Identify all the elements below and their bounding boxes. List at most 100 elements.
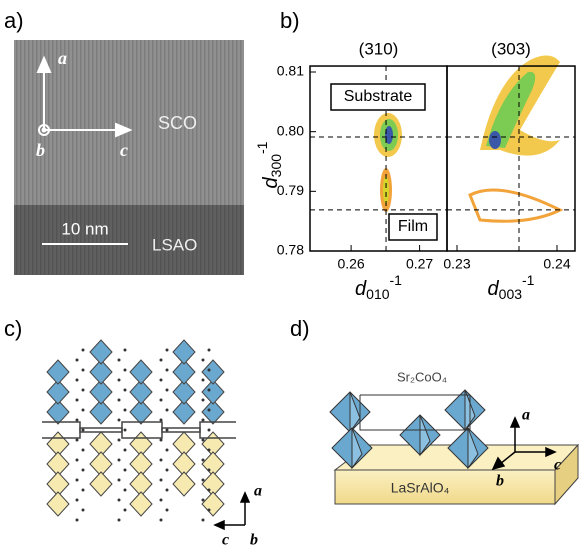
- atom: [160, 439, 163, 442]
- annotation: Film: [398, 218, 428, 235]
- axis-label: c: [222, 532, 229, 549]
- atom: [202, 439, 205, 442]
- atom: [166, 389, 169, 392]
- atom: [118, 379, 121, 382]
- atom: [76, 379, 79, 382]
- y-axis-label: d300-1: [254, 141, 284, 188]
- atom: [202, 479, 205, 482]
- axis-label: c: [120, 140, 128, 160]
- atom: [202, 399, 205, 402]
- atom: [160, 479, 163, 482]
- label-sub: 300: [268, 154, 284, 178]
- x-axis-label: d010-1: [355, 272, 402, 302]
- axis-label: a: [522, 407, 530, 424]
- plot-title: (303): [491, 39, 531, 58]
- x-tick-label: 0.24: [543, 256, 570, 272]
- octahedron: [90, 472, 112, 496]
- atom: [202, 419, 205, 422]
- atom: [76, 519, 79, 522]
- x-tick-label: 0.26: [337, 256, 364, 272]
- atom: [208, 389, 211, 392]
- octahedron: [130, 492, 152, 516]
- tem-substrate: [14, 205, 244, 275]
- atom: [166, 349, 169, 352]
- atom: [76, 459, 79, 462]
- atom: [118, 519, 121, 522]
- axis-label: b: [36, 140, 45, 160]
- atom: [202, 359, 205, 362]
- atom: [76, 359, 79, 362]
- atom: [118, 419, 121, 422]
- panel-label: b): [280, 8, 300, 33]
- axes: [215, 493, 249, 529]
- label-sub: 003: [499, 286, 523, 302]
- atom: [208, 469, 211, 472]
- atom: [160, 459, 163, 462]
- atom: [124, 429, 127, 432]
- x-tick-label: 0.23: [443, 256, 470, 272]
- axis-label: b: [250, 532, 258, 549]
- layer-label: SCO: [158, 113, 197, 133]
- atom: [76, 499, 79, 502]
- atom: [160, 379, 163, 382]
- atom: [202, 499, 205, 502]
- atom: [82, 349, 85, 352]
- atom: [82, 409, 85, 412]
- panel-label: a): [4, 8, 24, 33]
- octahedron: [202, 492, 224, 516]
- atom: [124, 369, 127, 372]
- label-sup: -1: [390, 272, 403, 288]
- atom: [160, 519, 163, 522]
- octahedron: [173, 472, 195, 496]
- atom: [82, 489, 85, 492]
- atom: [124, 449, 127, 452]
- label-sup: -1: [254, 141, 270, 154]
- atom: [166, 449, 169, 452]
- atom: [202, 379, 205, 382]
- octahedron: [47, 360, 69, 384]
- layer-label: LSAO: [152, 235, 197, 254]
- atom: [202, 519, 205, 522]
- atom: [124, 469, 127, 472]
- atom: [82, 469, 85, 472]
- atom: [82, 369, 85, 372]
- axis-label: b: [496, 473, 504, 490]
- label-sub: 010: [366, 286, 390, 302]
- label-sup: -1: [522, 272, 535, 288]
- atom: [118, 359, 121, 362]
- atom: [208, 369, 211, 372]
- x-axis-label: d003-1: [488, 272, 535, 302]
- axis-label: a: [58, 48, 67, 68]
- atom: [118, 399, 121, 402]
- axis-label: a: [254, 483, 262, 500]
- atom: [118, 459, 121, 462]
- octahedron: [173, 340, 195, 364]
- atom: [166, 369, 169, 372]
- atom: [208, 449, 211, 452]
- atom: [76, 419, 79, 422]
- atom: [76, 439, 79, 442]
- scale-label: 10 nm: [61, 219, 108, 238]
- octahedron: [130, 360, 152, 384]
- interface-line: [42, 422, 236, 432]
- film-label: Sr₂CoO₄: [397, 369, 447, 384]
- atom: [82, 389, 85, 392]
- atom: [118, 479, 121, 482]
- y-tick-label: 0.80: [277, 122, 304, 138]
- atom: [124, 509, 127, 512]
- annotation: Substrate: [344, 88, 413, 105]
- axis-label: c: [554, 457, 561, 474]
- atom: [160, 419, 163, 422]
- atom: [160, 359, 163, 362]
- octahedron: [47, 492, 69, 516]
- atom: [160, 499, 163, 502]
- structure-c: [42, 340, 236, 522]
- atom: [124, 409, 127, 412]
- atom: [166, 469, 169, 472]
- atom: [118, 439, 121, 442]
- atom: [208, 509, 211, 512]
- page: a) a b c SCO 10 nm LSAO b) (310)0.260.27…: [0, 0, 579, 550]
- contours: [374, 55, 560, 221]
- atom: [166, 429, 169, 432]
